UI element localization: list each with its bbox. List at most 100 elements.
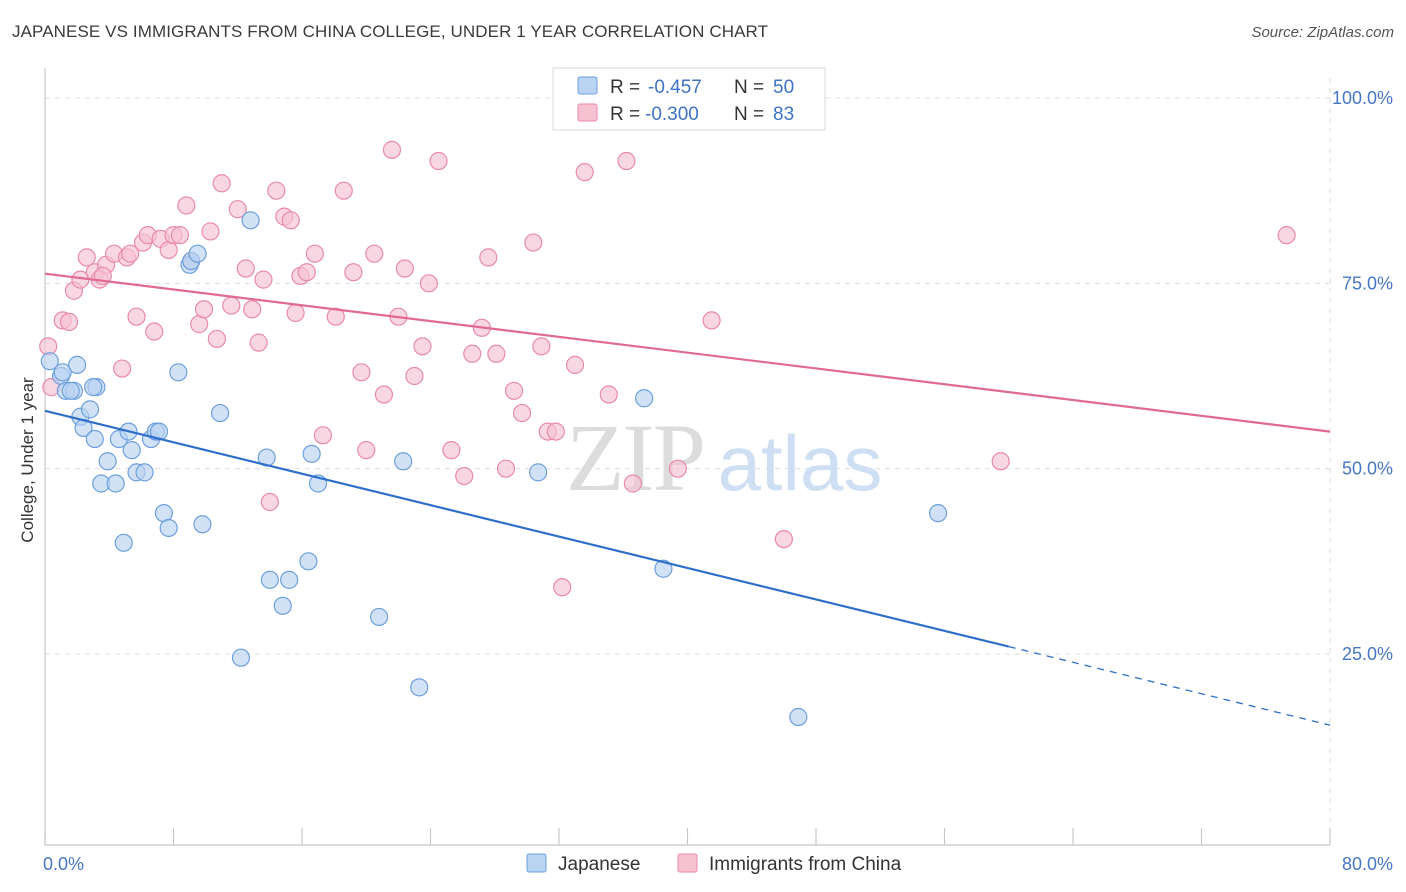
- japanese-point: [789, 707, 808, 727]
- y-tick-label-3: 100.0%: [1332, 88, 1393, 108]
- x-tick-labels: 0.0% 80.0%: [43, 854, 1393, 874]
- japanese-point: [61, 381, 80, 400]
- china-point: [201, 222, 220, 241]
- legend-swatch-japanese: [526, 853, 547, 873]
- stats-r-label-china: R =: [610, 104, 640, 125]
- china-point: [702, 311, 721, 330]
- japanese-point: [84, 378, 103, 397]
- china-point: [405, 366, 424, 386]
- stats-swatch-japanese: [577, 76, 598, 95]
- japanese-point: [273, 596, 292, 615]
- trend-lines: [44, 272, 1331, 726]
- japanese-point: [210, 403, 230, 423]
- china-point: [546, 422, 565, 441]
- china-point: [145, 322, 164, 341]
- china-point: [59, 312, 79, 331]
- y-tick-label-1: 50.0%: [1342, 459, 1393, 479]
- china-point: [496, 459, 516, 478]
- japanese-point: [80, 400, 100, 419]
- china-point: [177, 196, 196, 215]
- china-points: [39, 140, 1296, 597]
- japanese-point: [85, 429, 104, 449]
- japanese-point: [106, 474, 125, 493]
- japanese-trend-line: [44, 409, 1010, 648]
- japanese-point: [135, 463, 154, 482]
- china-point: [352, 363, 371, 382]
- china-point: [668, 459, 687, 478]
- japanese-point: [299, 552, 318, 571]
- china-point: [395, 259, 414, 278]
- japanese-point: [188, 244, 207, 263]
- legend-swatch-china: [677, 853, 698, 873]
- china-point: [254, 270, 273, 289]
- china-point: [479, 248, 498, 267]
- china-point: [512, 403, 532, 423]
- china-point: [374, 385, 394, 404]
- source-label: Source: ZipAtlas.com: [1251, 24, 1394, 41]
- japanese-point: [529, 463, 548, 482]
- watermark: ZIP atlas: [566, 404, 882, 511]
- japanese-point: [193, 515, 212, 534]
- china-point: [112, 359, 132, 378]
- y-axis-label: College, Under 1 year: [18, 377, 37, 543]
- japanese-point: [40, 352, 59, 371]
- japanese-point: [122, 441, 141, 460]
- china-point: [212, 174, 231, 193]
- japanese-point: [231, 648, 251, 667]
- china-point: [194, 300, 214, 319]
- watermark-atlas: atlas: [718, 419, 883, 507]
- axes: [44, 68, 1331, 846]
- japanese-point: [302, 444, 321, 463]
- japanese-point: [280, 570, 299, 589]
- china-point: [170, 226, 190, 245]
- watermark-zip: ZIP: [566, 404, 704, 511]
- china-point: [127, 307, 146, 326]
- china-point: [228, 200, 247, 219]
- japanese-point: [241, 211, 260, 230]
- y-tick-labels: 25.0% 50.0% 75.0% 100.0%: [1332, 88, 1393, 664]
- stats-n-value-japanese: 50: [773, 77, 794, 98]
- japanese-point: [394, 452, 413, 471]
- y-tick-label-2: 75.0%: [1342, 273, 1393, 293]
- stats-legend: R = -0.457 N = 50 R = -0.300 N = 83: [552, 67, 826, 131]
- japanese-points: [40, 211, 948, 727]
- china-point: [313, 426, 332, 445]
- china-point: [487, 344, 506, 363]
- china-point: [121, 244, 140, 263]
- china-point: [455, 466, 474, 486]
- china-point: [243, 300, 262, 319]
- x-tick-label-0: 0.0%: [43, 854, 84, 874]
- china-point: [222, 296, 241, 315]
- china-point: [286, 303, 305, 323]
- china-point: [623, 474, 642, 493]
- china-point: [532, 337, 551, 356]
- china-point: [236, 259, 255, 278]
- japanese-point: [370, 607, 389, 627]
- china-trend-line: [44, 272, 1331, 433]
- china-point: [553, 578, 572, 597]
- china-point: [365, 244, 384, 263]
- japanese-point: [98, 452, 117, 471]
- japanese-point: [114, 533, 133, 552]
- china-point: [357, 441, 376, 460]
- stats-swatch-china: [577, 103, 598, 122]
- china-point: [297, 263, 316, 282]
- chart-title: JAPANESE VS IMMIGRANTS FROM CHINA COLLEG…: [12, 22, 769, 41]
- legend-label-china: Immigrants from China: [709, 854, 902, 875]
- legend-label-japanese: Japanese: [558, 854, 640, 875]
- china-point: [524, 233, 543, 252]
- china-point: [463, 344, 482, 363]
- china-point: [382, 140, 402, 159]
- china-point: [565, 355, 585, 374]
- japanese-point: [260, 570, 279, 589]
- japanese-trend-extension: [1008, 645, 1331, 726]
- china-point: [326, 307, 345, 326]
- china-point: [267, 181, 286, 200]
- stats-r-value-japanese: -0.457: [648, 77, 702, 98]
- china-point: [504, 381, 524, 400]
- china-point: [442, 441, 461, 460]
- japanese-point: [53, 363, 72, 382]
- stats-r-value-china: -0.300: [645, 104, 699, 125]
- x-tick-label-1: 80.0%: [1342, 854, 1393, 874]
- stats-n-value-china: 83: [773, 104, 794, 125]
